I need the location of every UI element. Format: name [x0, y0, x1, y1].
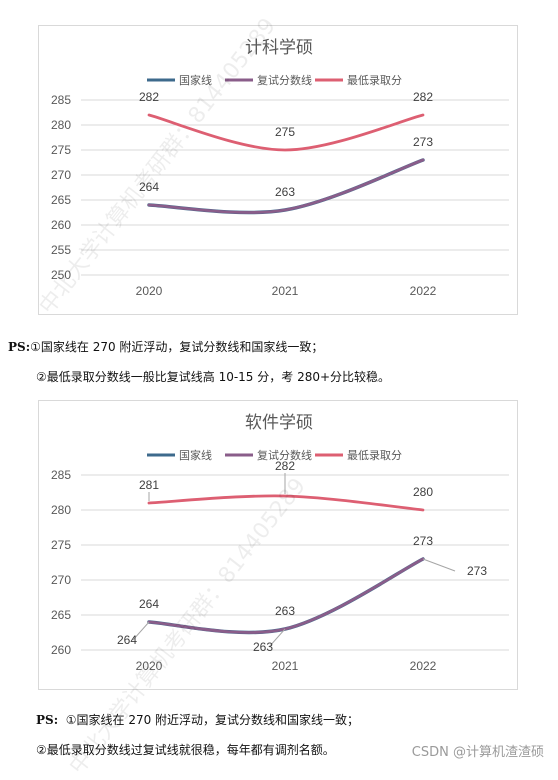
note1-line1: PS:①国家线在 270 附近浮动，复试分数线和国家线一致； — [8, 338, 323, 355]
legend-national-label: 国家线 — [179, 73, 212, 87]
data-label-retest: 263 — [275, 604, 295, 618]
data-label-retest: 273 — [413, 135, 433, 149]
note1-text1: ①国家线在 270 附近浮动，复试分数线和国家线一致； — [30, 340, 324, 354]
legend-national-label: 国家线 — [179, 448, 212, 462]
x-tick-label: 2020 — [136, 284, 163, 298]
y-tick-label: 275 — [51, 143, 71, 157]
x-tick-label: 2020 — [136, 659, 163, 673]
chart1-legend: 国家线 复试分数线 最低录取分 — [147, 73, 402, 87]
data-label-retest: 264 — [139, 597, 159, 611]
data-label-min: 282 — [275, 459, 295, 473]
series-line-min — [147, 113, 425, 152]
y-tick-label: 255 — [51, 243, 71, 257]
chart2-svg: 软件学硕 国家线 复试分数线 最低录取分 2852802752702652602… — [51, 413, 509, 673]
y-tick-label: 285 — [51, 93, 71, 107]
note1-line2: ②最低录取分数线一般比复试线高 10-15 分，考 280+分比较稳。 — [36, 370, 391, 384]
data-label-min: 275 — [275, 125, 295, 139]
legend-retest-label: 复试分数线 — [257, 448, 312, 462]
data-label-retest: 263 — [275, 185, 295, 199]
note2-ps-prefix: PS: — [36, 713, 59, 727]
data-label-national: 263 — [253, 640, 273, 654]
series-line-national — [147, 557, 425, 635]
x-tick-label: 2022 — [410, 659, 437, 673]
note2-line2: ②最低录取分数线过复试线就很稳，每年都有调剂名额。 — [36, 743, 335, 757]
y-tick-label: 260 — [51, 218, 71, 232]
note2-line1: PS: ①国家线在 270 附近浮动，复试分数线和国家线一致； — [36, 711, 359, 728]
y-tick-label: 280 — [51, 503, 71, 517]
legend-retest-label: 复试分数线 — [257, 73, 312, 87]
series-line-min — [147, 494, 425, 512]
data-label-min: 282 — [139, 90, 159, 104]
leader-line — [132, 621, 150, 641]
csdn-watermark: CSDN @计算机渣渣硕 — [411, 745, 544, 760]
data-label-national: 264 — [117, 633, 137, 647]
data-label-min: 282 — [413, 90, 433, 104]
data-label-retest: 264 — [139, 180, 159, 194]
y-tick-label: 265 — [51, 608, 71, 622]
legend-min-label: 最低录取分 — [347, 74, 402, 87]
chart1-plot: 285 280 275 270 265 260 255 250 2020 2021 2022 282 2… — [51, 90, 509, 298]
leader-line — [268, 628, 286, 648]
y-tick-label: 265 — [51, 193, 71, 207]
chart2-legend: 国家线 复试分数线 最低录取分 — [147, 448, 402, 462]
series-line-retest — [147, 557, 425, 634]
chart-computer-science: 计科学硕 国家线 复试分数线 最低录取分 285 280 275 270 265 260 2… — [38, 25, 518, 315]
data-label-min: 280 — [413, 485, 433, 499]
legend-min-label: 最低录取分 — [347, 449, 402, 462]
y-tick-label: 250 — [51, 268, 71, 282]
data-label-retest: 273 — [413, 534, 433, 548]
note1-ps-prefix: PS: — [8, 340, 31, 354]
y-tick-label: 280 — [51, 118, 71, 132]
data-label-min: 281 — [139, 478, 159, 492]
chart2-plot: 285 280 275 270 265 260 2020 2021 2022 281 282 280 2… — [51, 459, 509, 673]
y-tick-label: 270 — [51, 168, 71, 182]
leader-line — [422, 558, 456, 572]
y-tick-label: 270 — [51, 573, 71, 587]
series-line-retest — [147, 158, 425, 214]
y-tick-label: 285 — [51, 468, 71, 482]
y-tick-label: 260 — [51, 643, 71, 657]
x-tick-label: 2022 — [410, 284, 437, 298]
y-tick-label: 275 — [51, 538, 71, 552]
chart2-title: 软件学硕 — [245, 413, 313, 433]
x-tick-label: 2021 — [272, 659, 299, 673]
chart1-svg: 计科学硕 国家线 复试分数线 最低录取分 2852802752702652602… — [51, 38, 509, 298]
note2-text1: ①国家线在 270 附近浮动，复试分数线和国家线一致； — [65, 713, 360, 727]
chart-software: 软件学硕 国家线 复试分数线 最低录取分 285 280 275 270 265 260 2… — [38, 400, 518, 690]
x-tick-label: 2021 — [272, 284, 299, 298]
data-label-national: 273 — [467, 564, 487, 578]
chart1-title: 计科学硕 — [245, 38, 313, 58]
